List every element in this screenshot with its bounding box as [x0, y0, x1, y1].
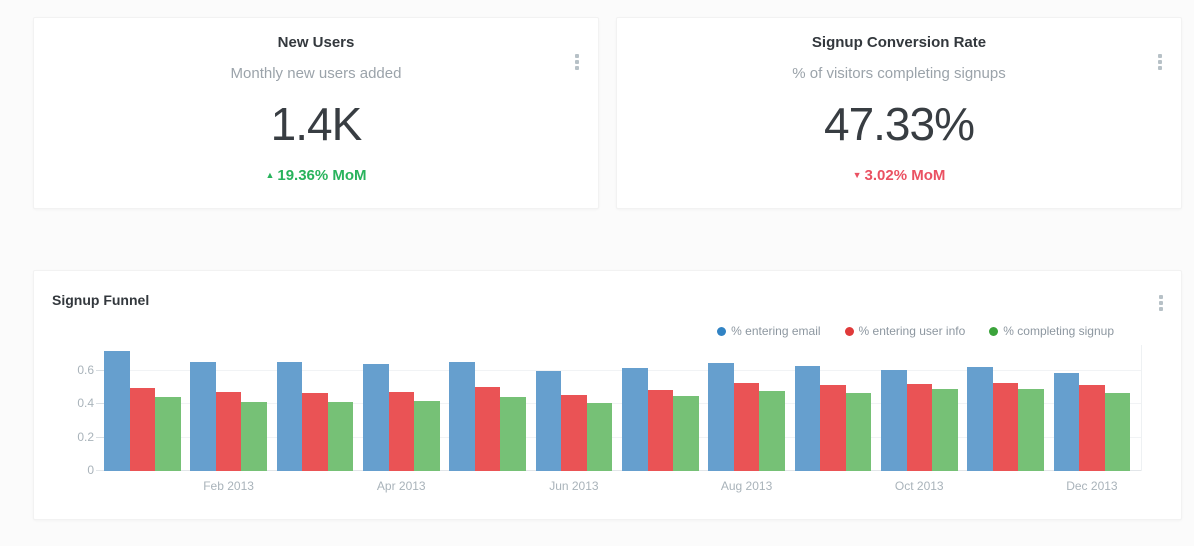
legend-dot-icon [989, 326, 999, 336]
bar[interactable] [708, 363, 734, 471]
card-subtitle: Monthly new users added [230, 65, 402, 82]
signup-funnel-card: Signup Funnel % entering email% entering… [33, 270, 1182, 520]
x-axis-line [96, 470, 1141, 471]
bar-group [535, 345, 613, 471]
x-tick-label: Aug 2013 [720, 479, 773, 493]
bar[interactable] [673, 395, 699, 471]
bar[interactable] [104, 350, 130, 471]
bar[interactable] [906, 384, 932, 471]
bar[interactable] [733, 383, 760, 471]
card-title: New Users [277, 34, 355, 51]
bar[interactable] [794, 365, 821, 471]
card-title: Signup Conversion Rate [811, 34, 987, 51]
bar[interactable] [500, 396, 526, 471]
kpi-delta: ▲ 19.36% MoM [34, 167, 598, 184]
x-tick-label: Apr 2013 [376, 479, 426, 493]
kpi-delta: ▼ 3.02% MoM [617, 167, 1181, 184]
signup-conversion-card: Signup Conversion Rate % of visitors com… [616, 17, 1182, 209]
bar[interactable] [190, 361, 216, 471]
kpi-delta-text: 19.36% MoM [277, 167, 367, 184]
bar[interactable] [1018, 389, 1044, 471]
bar-group [363, 345, 440, 471]
kpi-value: 1.4K [270, 98, 363, 150]
chart-title: Signup Funnel [52, 292, 150, 308]
bar[interactable] [820, 385, 846, 471]
bar-group [190, 345, 267, 471]
chart-legend: % entering email % entering user info % co… [717, 324, 1114, 338]
bar[interactable] [647, 390, 673, 471]
legend-dot-icon [844, 326, 854, 336]
bar[interactable] [276, 362, 303, 471]
bar[interactable] [845, 392, 872, 471]
bar[interactable] [932, 389, 958, 471]
plot-right-edge [1141, 345, 1142, 471]
kpi-delta-text: 3.02% MoM [864, 167, 946, 184]
bar[interactable] [302, 393, 328, 471]
kebab-menu-icon[interactable] [570, 52, 584, 72]
legend-label: % entering email [731, 324, 821, 338]
bar-chart: 0 0.2 0.4 0.6 Feb 2013 Apr 2013 Jun 2013 Aug 20… [77, 345, 1142, 493]
legend-item[interactable]: % entering user info [844, 324, 966, 338]
bar-group [104, 345, 181, 471]
bar-group [1053, 345, 1131, 471]
bar[interactable] [327, 401, 354, 471]
bar[interactable] [622, 368, 648, 471]
bar[interactable] [155, 396, 181, 471]
bar[interactable] [414, 400, 440, 471]
x-tick-label: Feb 2013 [203, 479, 254, 493]
y-tick-mark [96, 436, 104, 438]
bar[interactable] [474, 386, 501, 471]
bar-group [881, 345, 958, 471]
bar[interactable] [449, 361, 475, 471]
new-users-card: New Users Monthly new users added 1.4K ▲… [33, 17, 599, 209]
bar[interactable] [241, 401, 267, 471]
bar[interactable] [388, 391, 414, 471]
bar[interactable] [535, 370, 562, 471]
legend-item[interactable]: % completing signup [989, 324, 1114, 338]
bar[interactable] [759, 390, 785, 471]
bar[interactable] [1079, 385, 1105, 471]
y-tick-label: 0 [87, 463, 94, 477]
bar[interactable] [1053, 373, 1080, 471]
x-tick-label: Jun 2013 [549, 479, 599, 493]
y-tick-label: 0.2 [77, 429, 94, 444]
bar-group [794, 345, 872, 471]
legend-label: % completing signup [1003, 324, 1114, 338]
bar-group [449, 345, 526, 471]
y-tick-label: 0.6 [77, 362, 94, 377]
x-tick-label: Oct 2013 [894, 479, 944, 493]
bar[interactable] [586, 403, 613, 471]
kebab-menu-icon[interactable] [1154, 293, 1168, 313]
x-tick-label: Dec 2013 [1066, 479, 1118, 493]
arrow-up-icon: ▲ [265, 170, 275, 180]
y-tick-mark [96, 369, 104, 371]
card-subtitle: % of visitors completing signups [792, 65, 1006, 82]
bar[interactable] [967, 366, 993, 471]
bar[interactable] [363, 364, 389, 471]
kpi-value: 47.33% [823, 98, 975, 150]
bar[interactable] [992, 382, 1019, 471]
y-tick-mark [96, 403, 104, 405]
bar[interactable] [1104, 392, 1131, 471]
y-tick-label: 0.4 [77, 396, 94, 411]
bar-group [276, 345, 354, 471]
bar-group [622, 345, 699, 471]
legend-item[interactable]: % entering email [717, 324, 821, 338]
legend-dot-icon [717, 326, 727, 336]
bar-group [708, 345, 785, 471]
arrow-down-icon: ▼ [852, 170, 862, 180]
bar[interactable] [881, 369, 907, 471]
bar[interactable] [129, 387, 155, 471]
bar-group [967, 345, 1044, 471]
bar[interactable] [215, 391, 242, 471]
legend-label: % entering user info [858, 324, 966, 338]
kebab-menu-icon[interactable] [1153, 52, 1167, 72]
bar[interactable] [561, 395, 587, 471]
